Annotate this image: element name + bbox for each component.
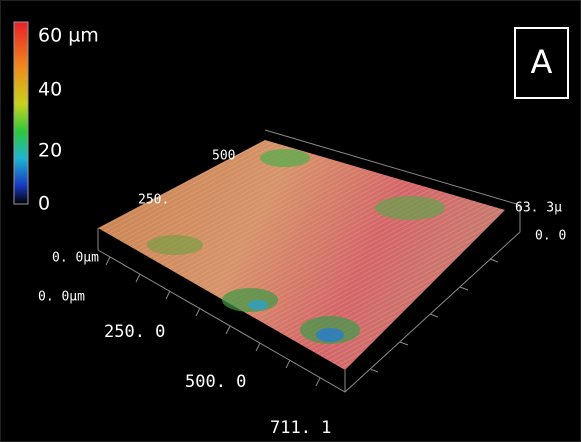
axis-label: 500 <box>212 149 235 164</box>
colorbar <box>13 21 29 205</box>
panel-label: A <box>531 43 553 81</box>
axis-label: 0. 0μm <box>52 251 99 266</box>
colorbar-label: 60 µm <box>38 25 99 47</box>
colorbar-label: 0 <box>38 193 50 215</box>
colorbar-label: 20 <box>38 140 62 162</box>
axis-label: 250. <box>138 193 169 208</box>
surface <box>98 140 505 370</box>
axis-label: 0. 0 <box>535 229 566 244</box>
bounding-box <box>97 129 521 393</box>
axis-label: 63. 3μ <box>515 201 562 216</box>
panel-label-box <box>514 27 569 99</box>
axis-label: 250. 0 <box>104 322 165 342</box>
axis-label: 500. 0 <box>185 372 246 392</box>
axis-label: 0. 0μm <box>38 290 85 305</box>
axis-label: 711. 1 <box>270 418 331 438</box>
colorbar-label: 40 <box>38 79 62 101</box>
